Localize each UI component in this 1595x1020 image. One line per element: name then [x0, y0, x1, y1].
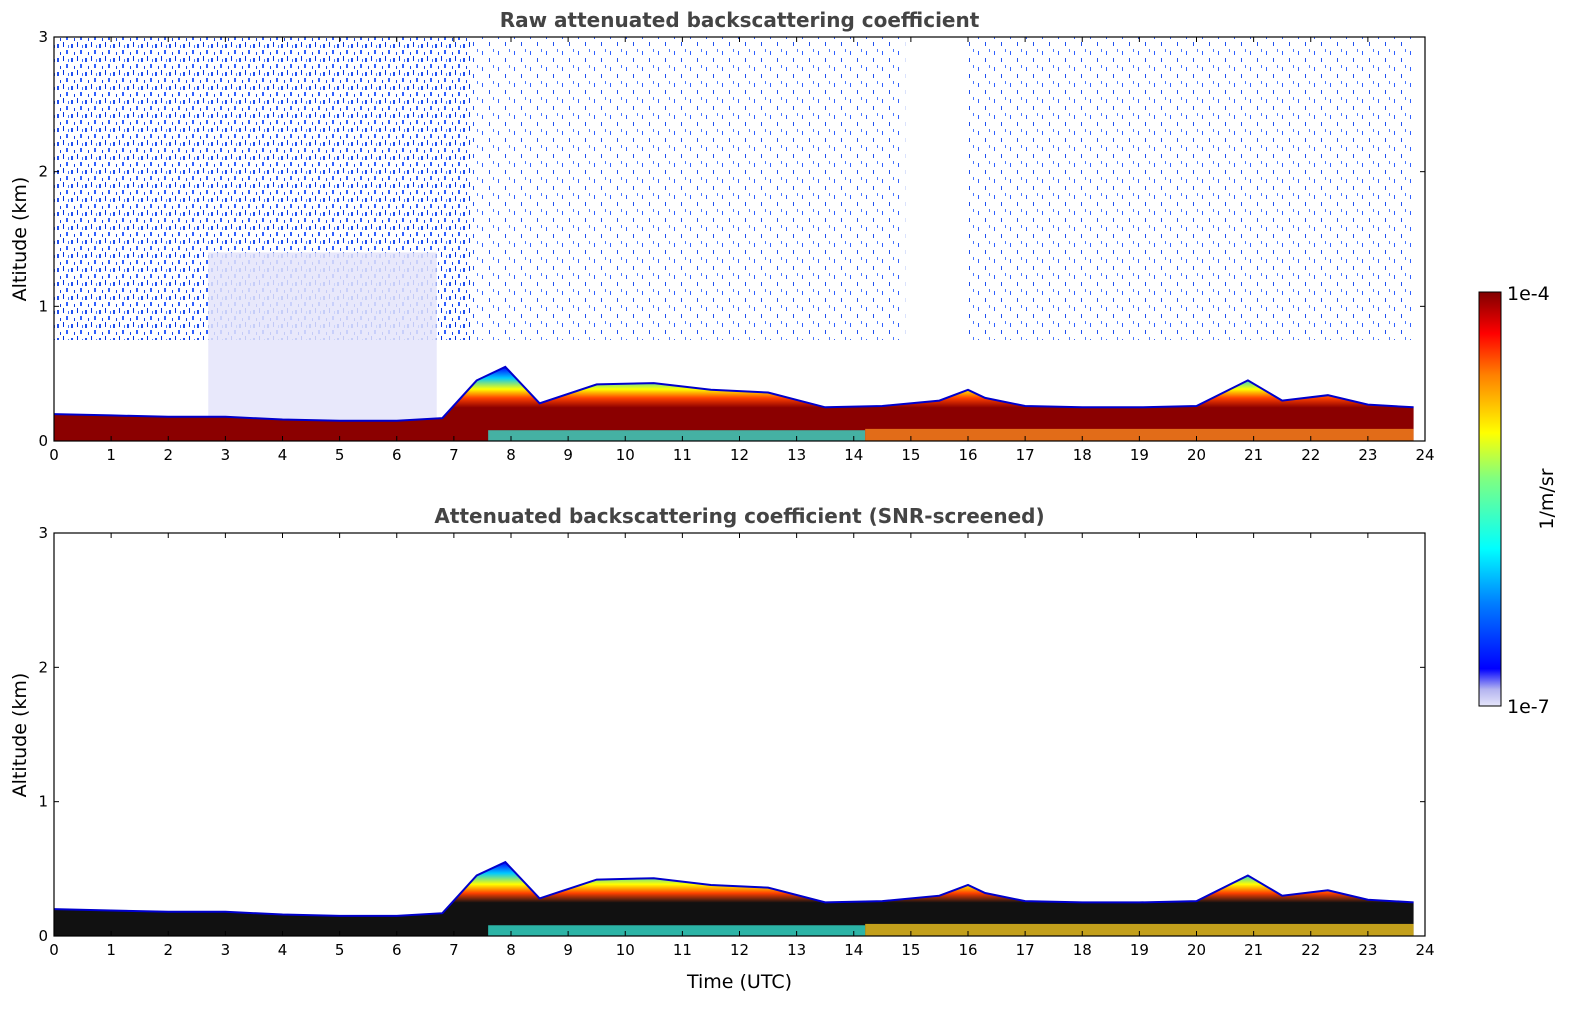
colorbar-unit-label: 1/m/sr — [1536, 468, 1558, 529]
x-tick-label: 10 — [616, 941, 635, 959]
y-tick-label: 2 — [38, 658, 48, 676]
colorbar-gradient — [1478, 291, 1502, 707]
colorbar-min-label: 1e-7 — [1507, 696, 1550, 718]
x-tick-label: 2 — [163, 446, 173, 464]
x-tick-label: 10 — [616, 446, 635, 464]
x-tick-label: 7 — [449, 941, 459, 959]
x-tick-label: 7 — [449, 446, 459, 464]
y-tick-label: 2 — [38, 163, 48, 181]
x-tick-label: 20 — [1187, 941, 1206, 959]
surface-layer — [865, 923, 1414, 936]
x-tick-label: 0 — [49, 446, 59, 464]
x-axis: 0 1 2 3 4 5 6 7 8 9 10 11 12 13 14 15 16 17 18 19 20 21 22 23 24 — [49, 37, 1435, 464]
x-tick-label: 12 — [730, 446, 749, 464]
surface-layer — [488, 430, 866, 441]
y-tick-label: 0 — [38, 927, 48, 945]
x-tick-label: 17 — [1016, 446, 1035, 464]
x-tick-label: 16 — [958, 446, 977, 464]
y-tick-label: 1 — [38, 297, 48, 315]
boundary-layer-top — [54, 365, 1414, 422]
noise-region — [796, 37, 906, 340]
x-tick-label: 19 — [1130, 446, 1149, 464]
x-tick-label: 11 — [673, 941, 692, 959]
y-axis: 0 1 2 3 — [38, 28, 1425, 450]
surface-layer — [488, 925, 866, 936]
x-tick-label: 4 — [278, 941, 288, 959]
x-tick-label: 15 — [901, 446, 920, 464]
x-tick-label: 6 — [392, 446, 402, 464]
x-tick-label: 9 — [563, 446, 573, 464]
colorbar-max-label: 1e-4 — [1507, 283, 1550, 305]
plot-area — [54, 37, 1414, 441]
x-tick-label: 13 — [787, 941, 806, 959]
x-tick-label: 14 — [844, 446, 863, 464]
x-tick-label: 23 — [1358, 446, 1377, 464]
boundary-layer-top — [54, 860, 1414, 917]
y-tick-label: 0 — [38, 432, 48, 450]
noise-region — [471, 37, 797, 340]
plot-area — [54, 860, 1414, 936]
x-tick-label: 22 — [1301, 941, 1320, 959]
plot-frame — [53, 532, 1426, 937]
x-tick-label: 18 — [1073, 446, 1092, 464]
x-tick-label: 13 — [787, 446, 806, 464]
low-signal-region — [208, 252, 437, 421]
boundary-layer-band — [54, 862, 1414, 936]
x-tick-label: 6 — [392, 941, 402, 959]
x-tick-label: 20 — [1187, 446, 1206, 464]
x-tick-label: 3 — [221, 941, 231, 959]
x-tick-label: 14 — [844, 941, 863, 959]
x-tick-label: 23 — [1358, 941, 1377, 959]
x-tick-label: 5 — [335, 446, 345, 464]
x-tick-label: 5 — [335, 941, 345, 959]
x-tick-label: 22 — [1301, 446, 1320, 464]
boundary-layer-band — [54, 366, 1414, 441]
x-tick-label: 8 — [506, 446, 516, 464]
x-tick-label: 12 — [730, 941, 749, 959]
x-tick-label: 15 — [901, 941, 920, 959]
x-tick-label: 24 — [1415, 941, 1434, 959]
x-tick-label: 1 — [106, 941, 116, 959]
x-axis-label: Time (UTC) — [686, 971, 792, 993]
chart-title: Raw attenuated backscattering coefficien… — [500, 8, 980, 32]
x-tick-label: 17 — [1016, 941, 1035, 959]
chart-title: Attenuated backscattering coefficient (S… — [434, 504, 1044, 528]
noise-region — [968, 37, 1414, 340]
x-tick-label: 18 — [1073, 941, 1092, 959]
y-axis-label: Altitude (km) — [9, 177, 31, 302]
x-tick-label: 8 — [506, 941, 516, 959]
y-tick-label: 3 — [38, 28, 48, 46]
x-tick-label: 11 — [673, 446, 692, 464]
y-axis-label: Altitude (km) — [9, 673, 31, 798]
screened-backscatter-panel: Attenuated backscattering coefficient (S… — [9, 504, 1435, 993]
x-tick-label: 21 — [1244, 446, 1263, 464]
y-tick-label: 3 — [38, 524, 48, 542]
raw-backscatter-panel: Raw attenuated backscattering coefficien… — [9, 8, 1435, 464]
y-axis: 0 1 2 3 — [38, 524, 1425, 945]
x-tick-label: 2 — [163, 941, 173, 959]
colorbar: 1e-4 1e-7 1/m/sr — [1478, 283, 1558, 718]
x-tick-label: 0 — [49, 941, 59, 959]
x-tick-label: 24 — [1415, 446, 1434, 464]
x-tick-label: 3 — [221, 446, 231, 464]
x-tick-label: 9 — [563, 941, 573, 959]
x-tick-label: 16 — [958, 941, 977, 959]
x-tick-label: 1 — [106, 446, 116, 464]
surface-layer — [865, 428, 1414, 441]
x-tick-label: 4 — [278, 446, 288, 464]
x-axis: 0 1 2 3 4 5 6 7 8 9 10 11 12 13 14 15 16 17 18 19 20 21 22 23 24 — [49, 533, 1435, 959]
y-tick-label: 1 — [38, 793, 48, 811]
x-tick-label: 21 — [1244, 941, 1263, 959]
x-tick-label: 19 — [1130, 941, 1149, 959]
